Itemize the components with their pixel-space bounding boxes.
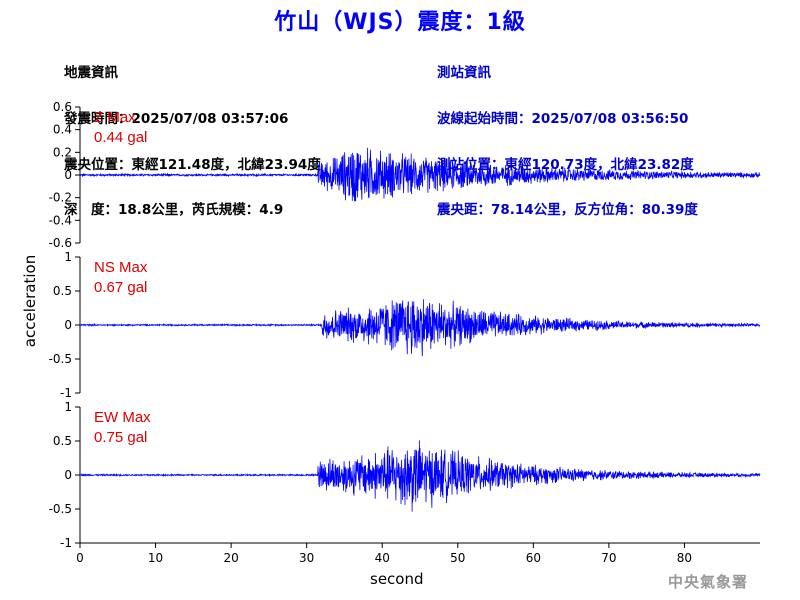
x-tick-label: 50 xyxy=(450,551,465,565)
quake-info-block: 地震資訊 發震時間：2025/07/08 03:57:06 震央位置：東經121… xyxy=(64,36,321,234)
y-axis-label: acceleration xyxy=(21,254,39,348)
y-tick-label-Z: -0.6 xyxy=(49,236,72,250)
station-info-heading: 測站資訊 xyxy=(437,65,491,82)
y-tick-label-Z: 0.2 xyxy=(53,145,72,159)
y-tick-label-Z: 0 xyxy=(64,168,72,182)
y-tick-label-EW: 1 xyxy=(64,400,72,414)
y-tick-label-EW: 0.5 xyxy=(53,434,72,448)
max-value-Z: 0.44 gal xyxy=(94,129,147,146)
y-tick-label-Z: 0.4 xyxy=(53,123,72,137)
x-tick-label: 0 xyxy=(76,551,84,565)
wave-start-time: 波線起始時間：2025/07/08 03:56:50 xyxy=(437,111,689,127)
depth-magnitude: 深 度：18.8公里，芮氏規模：4.9 xyxy=(64,202,284,219)
y-tick-label-EW: 0 xyxy=(64,468,72,482)
trace-EW xyxy=(79,440,761,512)
x-tick-label: 60 xyxy=(526,551,541,565)
x-tick-label: 10 xyxy=(148,551,163,565)
epicenter-location: 震央位置：東經121.48度，北緯23.94度 xyxy=(64,156,321,173)
y-tick-label-EW: -1 xyxy=(60,536,72,550)
max-value-EW: 0.75 gal xyxy=(94,429,147,446)
station-location: 測站位置：東經120.73度，北緯23.82度 xyxy=(437,156,694,173)
chart-title: 竹山（WJS）震度：1級 xyxy=(274,10,526,35)
trace-NS xyxy=(79,299,761,357)
station-info-block: 測站資訊 波線起始時間：2025/07/08 03:56:50 測站位置：東經1… xyxy=(437,36,698,234)
y-tick-label-NS: -1 xyxy=(60,386,72,400)
max-value-NS: 0.67 gal xyxy=(94,279,147,296)
y-tick-label-Z: 0.6 xyxy=(53,100,72,114)
y-tick-label-Z: -0.2 xyxy=(49,191,72,205)
y-tick-label-NS: 0 xyxy=(64,318,72,332)
x-axis-label: second xyxy=(370,570,424,588)
y-tick-label-EW: -0.5 xyxy=(49,502,72,516)
quake-time: 發震時間：2025/07/08 03:57:06 xyxy=(64,111,289,127)
x-tick-label: 40 xyxy=(375,551,390,565)
trace-Z xyxy=(79,147,761,202)
max-label-EW: EW Max xyxy=(94,409,151,426)
y-tick-label-NS: 1 xyxy=(64,250,72,264)
x-tick-label: 80 xyxy=(677,551,692,565)
y-tick-label-NS: 0.5 xyxy=(53,284,72,298)
x-tick-label: 20 xyxy=(223,551,238,565)
max-label-Z: Z Max xyxy=(94,109,136,126)
x-tick-label: 30 xyxy=(299,551,314,565)
x-tick-label: 70 xyxy=(601,551,616,565)
epicentral-distance: 震央距：78.14公里，反方位角：80.39度 xyxy=(437,202,698,219)
quake-info-heading: 地震資訊 xyxy=(64,65,118,82)
y-tick-label-NS: -0.5 xyxy=(49,352,72,366)
cwa-watermark: 中央氣象署 xyxy=(667,573,748,591)
y-tick-label-Z: -0.4 xyxy=(49,213,72,227)
max-label-NS: NS Max xyxy=(94,259,148,276)
